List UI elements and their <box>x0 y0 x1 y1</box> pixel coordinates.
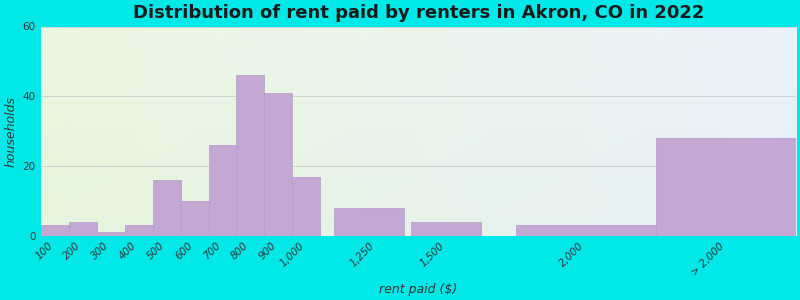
Bar <box>237 75 265 236</box>
Bar <box>97 232 125 236</box>
Bar <box>656 138 796 236</box>
Y-axis label: households: households <box>4 96 17 167</box>
Title: Distribution of rent paid by renters in Akron, CO in 2022: Distribution of rent paid by renters in … <box>133 4 704 22</box>
Bar <box>411 222 481 236</box>
Bar <box>153 180 181 236</box>
Bar <box>265 93 293 236</box>
Bar <box>293 176 320 236</box>
X-axis label: rent paid ($): rent paid ($) <box>379 283 458 296</box>
Bar <box>516 225 656 236</box>
Bar <box>41 225 69 236</box>
Bar <box>125 225 153 236</box>
Bar <box>181 201 209 236</box>
Bar <box>334 208 404 236</box>
Bar <box>209 145 237 236</box>
Bar <box>69 222 97 236</box>
